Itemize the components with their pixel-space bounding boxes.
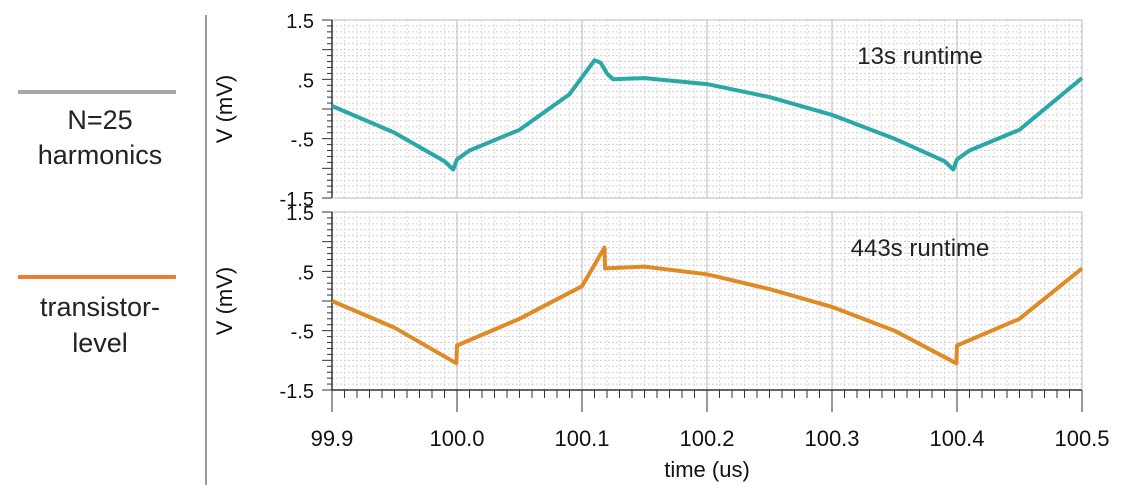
x-tick-label: 100.3 <box>804 426 859 451</box>
y-tick-label: -1.5 <box>280 381 314 403</box>
y-tick-label: .5 <box>297 262 314 284</box>
y-axis-label: V (mV) <box>212 75 237 143</box>
x-tick-label: 99.9 <box>311 426 354 451</box>
y-axis-label: V (mV) <box>212 267 237 335</box>
legend-label-transistor-line1: transistor- <box>39 292 161 322</box>
legend-swatch-harmonics <box>18 90 176 94</box>
legend-label-harmonics-line1: N=25 <box>67 105 133 135</box>
y-tick-label: -1.5 <box>280 189 314 211</box>
chart-harmonics: 1.5 .5 -.5 -1.5 V (mV) 13s runtime <box>212 11 1084 211</box>
legend-label-transistor-line2: level <box>72 328 128 358</box>
legend-swatch-transistor <box>18 275 176 279</box>
y-tick-label: 1.5 <box>286 203 314 225</box>
runtime-annotation: 13s runtime <box>857 43 982 70</box>
y-tick-label: -.5 <box>291 130 314 152</box>
chart-transistor-level: 1.5 .5 -.5 -1.5 V (mV) 99.9 100.0 100.1 100.2 100… <box>212 203 1110 482</box>
series-line <box>331 58 1084 172</box>
x-tick-label: 100.1 <box>554 426 609 451</box>
runtime-annotation: 443s runtime <box>851 235 990 262</box>
x-tick-label: 100.0 <box>429 426 484 451</box>
x-axis-label: time (us) <box>664 457 750 482</box>
y-tick-label: .5 <box>297 70 314 92</box>
series-line <box>331 245 1084 366</box>
x-tick-label: 100.5 <box>1054 426 1109 451</box>
legend: N=25 harmonics transistor- level <box>0 0 205 499</box>
x-tick-label: 100.2 <box>679 426 734 451</box>
legend-label-harmonics-line2: harmonics <box>37 140 163 170</box>
y-tick-label: -.5 <box>291 322 314 344</box>
divider <box>205 15 207 485</box>
y-tick-label: 1.5 <box>286 11 314 33</box>
x-tick-label: 100.4 <box>929 426 984 451</box>
